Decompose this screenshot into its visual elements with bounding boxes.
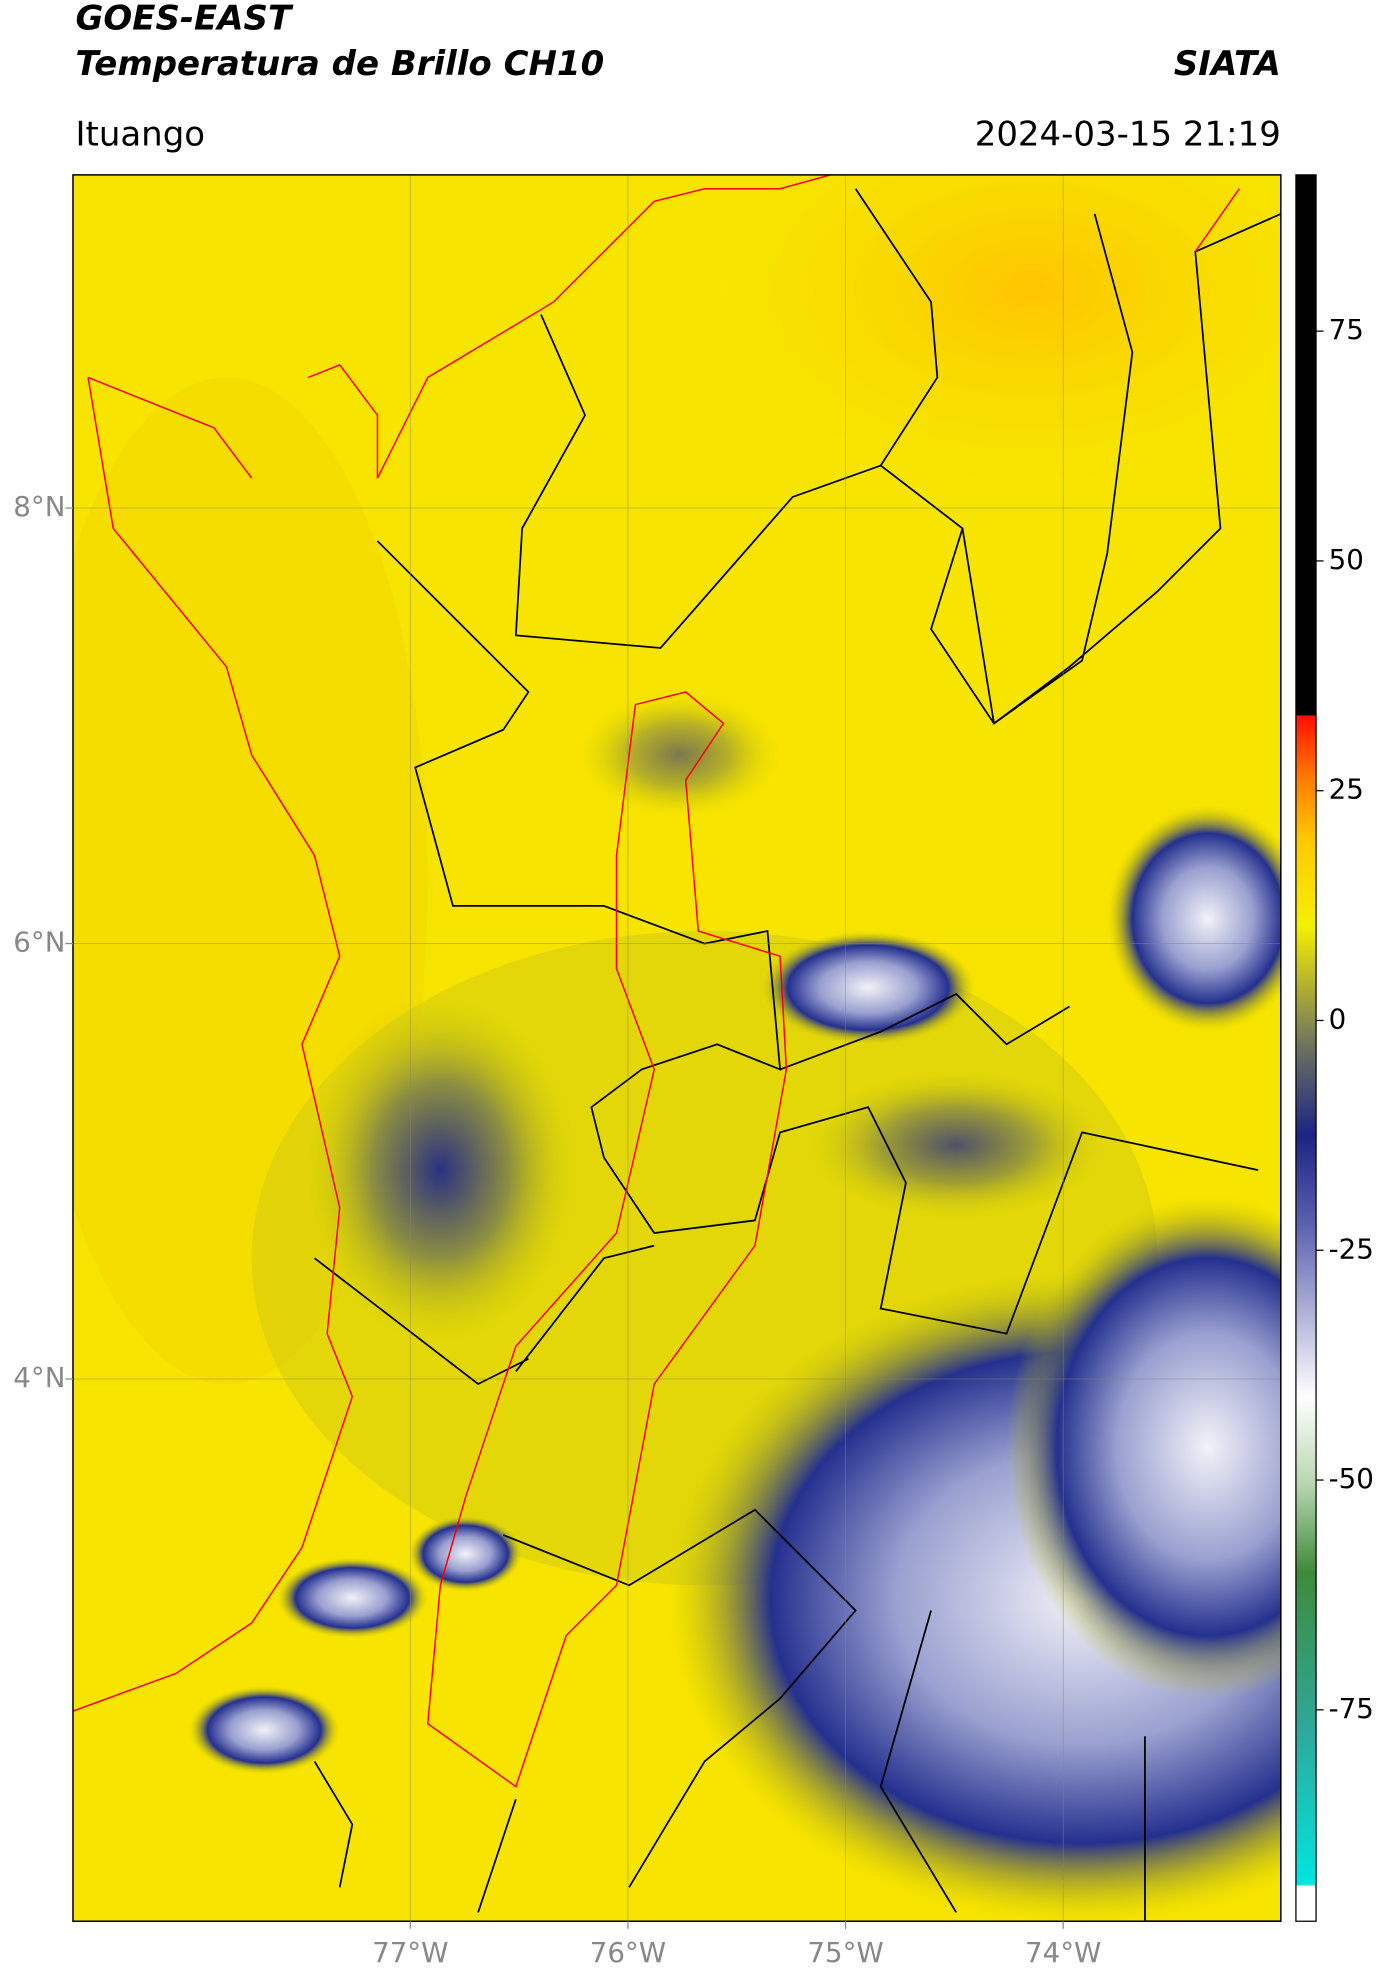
x-tick-label: 75°W — [807, 1936, 883, 1969]
location: Ituango — [75, 114, 205, 154]
map-image — [72, 174, 1281, 1922]
colorbar-tick-label: 0 — [1329, 1002, 1347, 1035]
x-tick-label: 76°W — [590, 1936, 666, 1969]
datetime: 2024-03-15 21:19 — [975, 114, 1281, 154]
colorbar — [1295, 174, 1317, 1922]
y-tick-label: 6°N — [13, 926, 65, 959]
colorbar-tick-label: 75 — [1329, 313, 1364, 346]
title: GOES-EAST — [75, 0, 293, 39]
colorbar-tick-label: -25 — [1329, 1232, 1374, 1265]
colorbar-tick-label: 50 — [1329, 543, 1364, 576]
subtitle: Temperatura de Brillo CH10 — [75, 44, 604, 84]
x-tick-label: 74°W — [1025, 1936, 1101, 1969]
y-tick-label: 8°N — [13, 490, 65, 523]
colorbar-tick-label: 25 — [1329, 773, 1364, 806]
x-tick-label: 77°W — [372, 1936, 448, 1969]
colorbar-tick-label: -75 — [1329, 1692, 1374, 1725]
colorbar-tick-label: -50 — [1329, 1462, 1374, 1495]
source: SIATA — [1174, 44, 1281, 84]
y-tick-label: 4°N — [13, 1361, 65, 1394]
map-frame — [72, 174, 1282, 1922]
